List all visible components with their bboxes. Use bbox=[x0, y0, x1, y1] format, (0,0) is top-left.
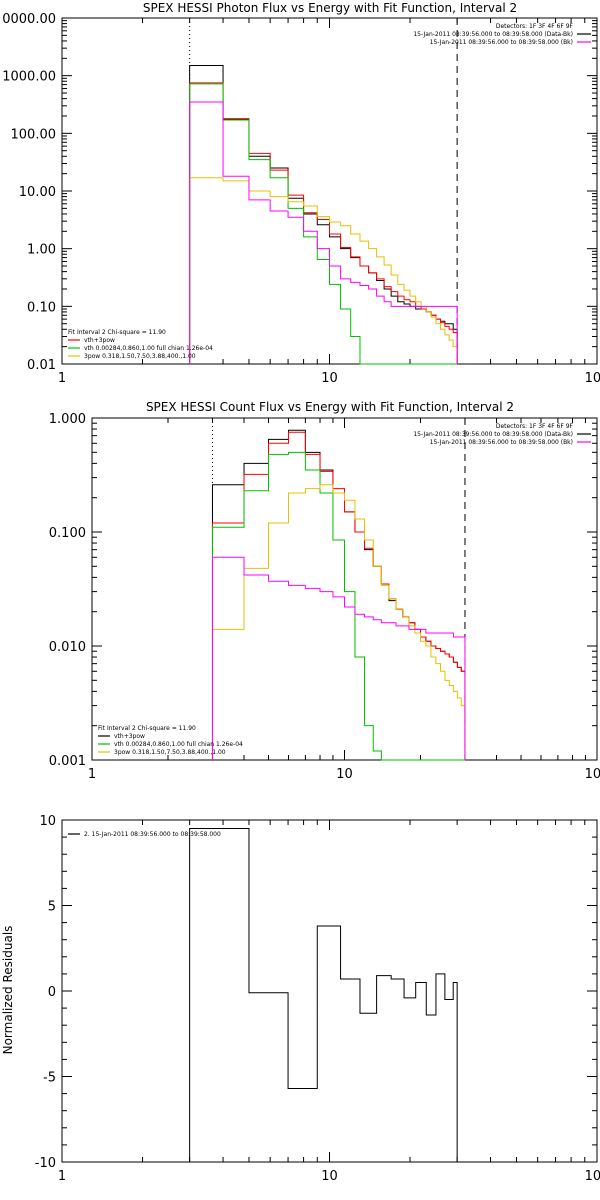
legend-text: vth+3pow bbox=[114, 733, 145, 740]
x-tick-label: 1 bbox=[58, 1169, 66, 1184]
legend-text: Fit Interval 2 Chi-square = 11.90 bbox=[98, 725, 196, 732]
y-tick-label: 0 bbox=[48, 985, 56, 1000]
series-line-3 bbox=[211, 484, 466, 760]
count-flux-plot: 1 10 100 0.001 0.010 0.100 1.000 bbox=[49, 412, 600, 782]
series-line-2 bbox=[189, 83, 458, 365]
y-tick-label: 0.01 bbox=[27, 358, 56, 373]
y-tick-label: -5 bbox=[43, 1071, 56, 1086]
x-tick-label: 10 bbox=[321, 1169, 338, 1184]
series-line-1 bbox=[189, 82, 458, 364]
legend-text: Fit Interval 2 Chi-square = 11.90 bbox=[68, 329, 166, 336]
x-tick-label: 100 bbox=[585, 371, 600, 386]
legend-text: 2. 15-Jan-2011 08:39:56.000 to 08:39:58.… bbox=[84, 831, 221, 838]
series-line-0 bbox=[189, 828, 458, 1162]
photon-flux-plot: 1 10 100 0.01 0.10 1.00 10.00 100.00 1000.00 0000… bbox=[2, 12, 600, 386]
series-line-4 bbox=[211, 556, 466, 760]
y-tick-label: 5 bbox=[48, 900, 56, 915]
series-line-1 bbox=[211, 431, 466, 760]
y-tick-label: 10 bbox=[39, 814, 56, 829]
series-line-4 bbox=[189, 101, 458, 364]
count-flux-fit-info: Fit Interval 2 Chi-square = 11.90vth+3po… bbox=[98, 725, 243, 756]
plot-frame bbox=[61, 17, 598, 365]
series-line-0 bbox=[189, 65, 458, 364]
y-tick-label: 10.00 bbox=[19, 185, 56, 200]
y-tick-label: 0.001 bbox=[49, 754, 86, 769]
legend-text: Detectors: 1F 3F 4F 6F 9F bbox=[496, 23, 574, 30]
series-line-3 bbox=[189, 177, 458, 364]
legend-text: 15-Jan-2011 08:39:56.000 to 08:39:58.000… bbox=[430, 439, 573, 446]
photon-flux-panel: SPEX HESSI Photon Flux vs Energy with Fi… bbox=[2, 1, 600, 386]
series-line-0 bbox=[211, 429, 466, 760]
residuals-panel: Normalized Residuals 1 10 100 -10 -5 0 5 10 2. … bbox=[1, 814, 600, 1184]
residuals-legend: 2. 15-Jan-2011 08:39:56.000 to 08:39:58.… bbox=[68, 831, 221, 838]
legend-text: 15-Jan-2011 08:39:56.000 to 08:39:58.000… bbox=[413, 31, 573, 38]
x-tick-label: 100 bbox=[585, 1169, 600, 1184]
legend-text: 15-Jan-2011 08:39:56.000 to 08:39:58.000… bbox=[413, 431, 573, 438]
y-tick-label: 0000.00 bbox=[2, 12, 56, 27]
y-tick-label: 1000.00 bbox=[2, 70, 56, 85]
x-tick-label: 10 bbox=[321, 371, 338, 386]
count-flux-title: SPEX HESSI Count Flux vs Energy with Fit… bbox=[146, 400, 514, 414]
photon-flux-title: SPEX HESSI Photon Flux vs Energy with Fi… bbox=[143, 1, 517, 15]
legend-text: vth 0.00284,0.860,1.00 full chian 1.26e-… bbox=[84, 345, 213, 352]
legend-text: vth+3pow bbox=[84, 337, 115, 344]
y-tick-label: 1.00 bbox=[27, 243, 56, 258]
series-line-2 bbox=[211, 451, 465, 761]
y-tick-label: 1.000 bbox=[49, 412, 86, 427]
x-tick-label: 10 bbox=[336, 767, 353, 782]
y-tick-label: 100.00 bbox=[11, 127, 57, 142]
legend-text: 3pow 0.318,1.50,7.50,3.88,400.,1.00 bbox=[114, 749, 226, 756]
y-tick-label: 0.10 bbox=[27, 300, 56, 315]
residuals-plot: 1 10 100 -10 -5 0 5 10 bbox=[35, 814, 600, 1184]
x-tick-label: 1 bbox=[88, 767, 96, 782]
residuals-ylabel: Normalized Residuals bbox=[1, 926, 15, 1055]
plot-frame bbox=[61, 819, 598, 1163]
y-tick-label: 0.010 bbox=[49, 640, 86, 655]
legend-text: Detectors: 1F 3F 4F 6F 9F bbox=[496, 423, 574, 430]
x-tick-label: 100 bbox=[585, 767, 600, 782]
legend-text: vth 0.00284,0.860,1.00 full chian 1.26e-… bbox=[114, 741, 243, 748]
y-tick-label: -10 bbox=[35, 1156, 56, 1171]
x-tick-label: 1 bbox=[58, 371, 66, 386]
y-tick-label: 0.100 bbox=[49, 526, 86, 541]
legend-text: 15-Jan-2011 08:39:56.000 to 08:39:58.000… bbox=[430, 39, 573, 46]
photon-flux-fit-info: Fit Interval 2 Chi-square = 11.90vth+3po… bbox=[68, 329, 213, 360]
legend-text: 3pow 0.318,1.50,7.50,3.88,400.,1.00 bbox=[84, 353, 196, 360]
count-flux-panel: SPEX HESSI Count Flux vs Energy with Fit… bbox=[49, 400, 600, 782]
